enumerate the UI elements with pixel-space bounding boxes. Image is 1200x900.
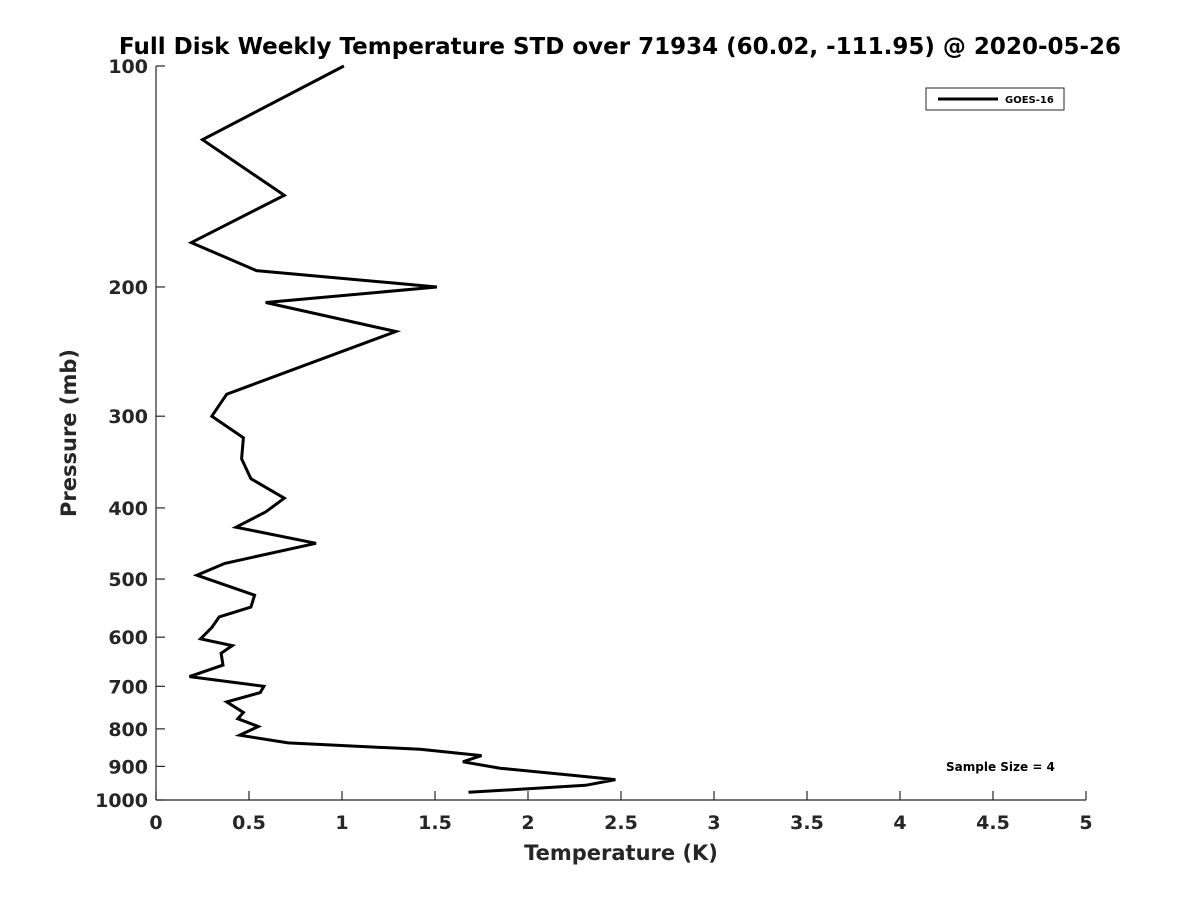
x-tick-label: 0.5 (232, 812, 266, 834)
y-tick-label: 800 (108, 719, 148, 741)
y-tick-label: 600 (108, 627, 148, 649)
x-tick-label: 3 (707, 812, 720, 834)
y-tick-label: 700 (108, 676, 148, 698)
y-tick-label: 300 (108, 406, 148, 428)
y-axis-label: Pressure (mb) (57, 349, 81, 517)
plot-area: 0 0.5 1 1.5 2 2.5 3 3.5 4 4.5 5 100 200 300 400 500 600… (95, 56, 1093, 834)
y-tick-label: 100 (108, 56, 148, 78)
y-tick-label: 1000 (95, 790, 148, 812)
x-tick-label: 1.5 (418, 812, 452, 834)
x-tick-label: 3.5 (790, 812, 824, 834)
x-tick-label: 1 (335, 812, 348, 834)
x-ticks: 0 0.5 1 1.5 2 2.5 3 3.5 4 4.5 5 (149, 791, 1093, 834)
x-tick-label: 0 (149, 812, 162, 834)
series-line-goes-16 (187, 64, 616, 794)
legend: GOES-16 (925, 87, 1065, 111)
y-tick-label: 500 (108, 569, 148, 591)
x-axis-label: Temperature (K) (524, 841, 718, 865)
x-tick-label: 2 (521, 812, 534, 834)
x-tick-label: 5 (1079, 812, 1092, 834)
x-tick-label: 4 (893, 812, 906, 834)
x-tick-label: 4.5 (976, 812, 1010, 834)
y-ticks: 100 200 300 400 500 600 700 800 900 1000 (95, 56, 165, 812)
y-tick-label: 400 (108, 498, 148, 520)
y-tick-label: 900 (108, 756, 148, 778)
y-tick-label: 200 (108, 277, 148, 299)
sample-size-annotation: Sample Size = 4 (946, 760, 1055, 774)
legend-label-goes-16: GOES-16 (1005, 95, 1054, 106)
x-tick-label: 2.5 (604, 812, 638, 834)
chart-title: Full Disk Weekly Temperature STD over 71… (119, 34, 1121, 60)
